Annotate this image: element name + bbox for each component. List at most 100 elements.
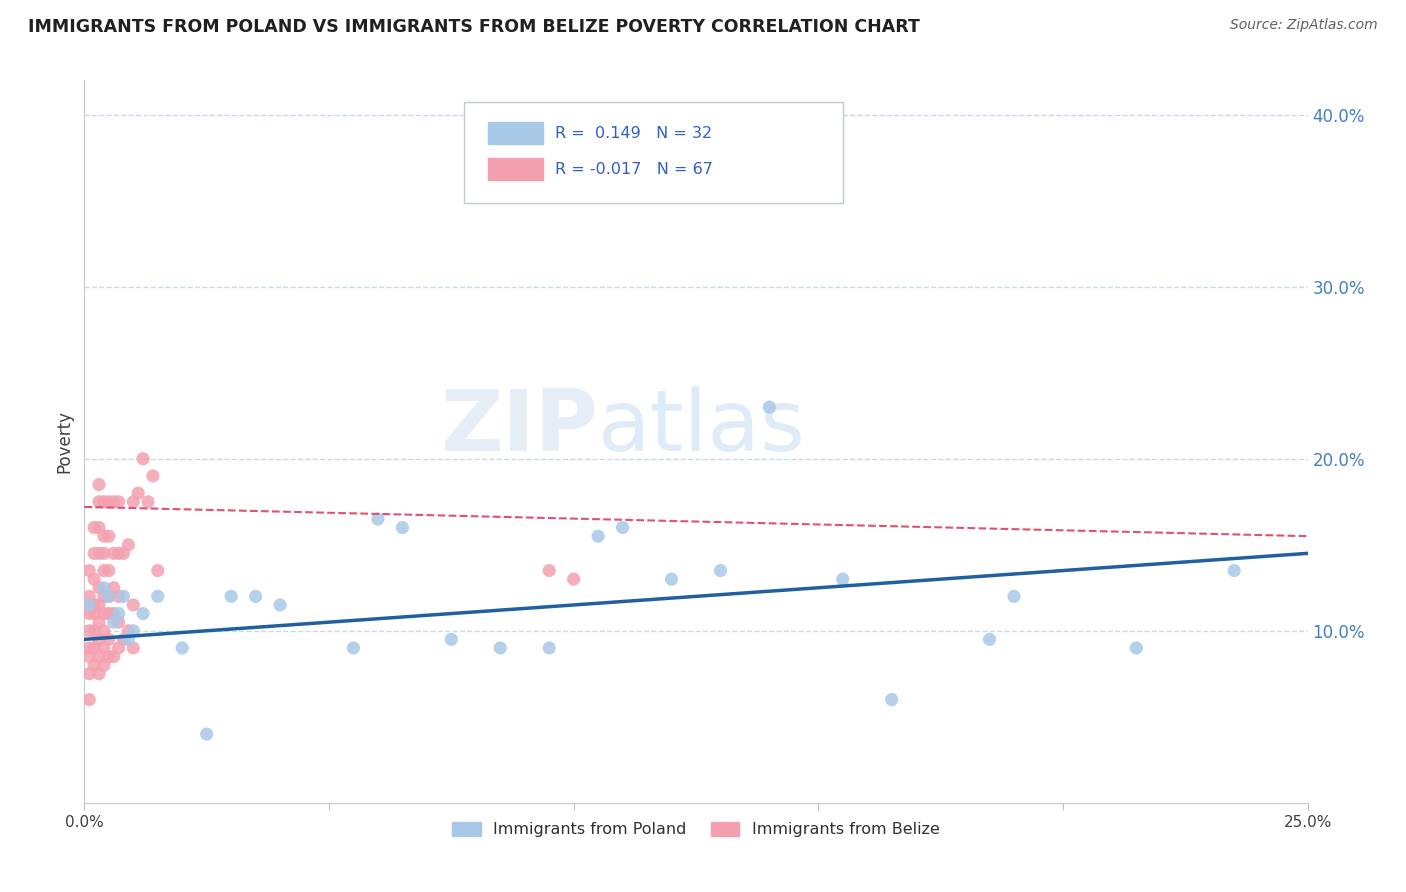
Point xyxy=(83,624,105,638)
Point xyxy=(1223,564,1246,578)
Point xyxy=(122,640,145,655)
Point xyxy=(93,607,115,621)
Point xyxy=(122,598,145,612)
Point xyxy=(103,615,125,630)
Point xyxy=(97,529,120,543)
Point xyxy=(87,666,110,681)
Point xyxy=(93,564,115,578)
Point xyxy=(93,658,115,673)
Point xyxy=(136,494,159,508)
Point xyxy=(77,607,100,621)
Point xyxy=(107,640,129,655)
Point xyxy=(87,649,110,664)
Text: Source: ZipAtlas.com: Source: ZipAtlas.com xyxy=(1230,18,1378,32)
Point xyxy=(758,400,780,414)
Text: ZIP: ZIP xyxy=(440,385,598,468)
Point xyxy=(77,624,100,638)
Point xyxy=(77,640,100,655)
Point xyxy=(103,607,125,621)
Point xyxy=(132,451,155,466)
Point xyxy=(93,624,115,638)
Point xyxy=(97,494,120,508)
Point xyxy=(269,598,291,612)
Point xyxy=(661,572,683,586)
Point xyxy=(342,640,364,655)
Y-axis label: Poverty: Poverty xyxy=(55,410,73,473)
Point xyxy=(146,564,169,578)
Point xyxy=(97,649,120,664)
Point xyxy=(97,590,120,604)
Point xyxy=(77,590,100,604)
Point xyxy=(1002,590,1025,604)
Point xyxy=(112,632,135,647)
Point xyxy=(93,590,115,604)
Point xyxy=(87,546,110,560)
Point xyxy=(538,564,561,578)
Point xyxy=(83,607,105,621)
Point xyxy=(77,666,100,681)
Point xyxy=(142,469,165,483)
Point xyxy=(83,598,105,612)
Point xyxy=(107,615,129,630)
Point xyxy=(93,640,115,655)
Point xyxy=(880,692,903,706)
Point xyxy=(831,572,853,586)
Point xyxy=(107,590,129,604)
FancyBboxPatch shape xyxy=(488,122,543,144)
Point xyxy=(83,640,105,655)
Point xyxy=(87,520,110,534)
Point xyxy=(107,607,129,621)
Text: IMMIGRANTS FROM POLAND VS IMMIGRANTS FROM BELIZE POVERTY CORRELATION CHART: IMMIGRANTS FROM POLAND VS IMMIGRANTS FRO… xyxy=(28,18,920,36)
Point xyxy=(87,632,110,647)
Point xyxy=(146,590,169,604)
Point xyxy=(103,649,125,664)
Point xyxy=(122,624,145,638)
Point xyxy=(440,632,463,647)
Point xyxy=(103,546,125,560)
Point xyxy=(112,546,135,560)
Point xyxy=(97,632,120,647)
Text: atlas: atlas xyxy=(598,385,806,468)
Point xyxy=(77,598,100,612)
Point xyxy=(612,520,634,534)
Text: R =  0.149   N = 32: R = 0.149 N = 32 xyxy=(555,126,713,141)
Point xyxy=(391,520,413,534)
Text: R = -0.017   N = 67: R = -0.017 N = 67 xyxy=(555,161,713,177)
Point xyxy=(172,640,194,655)
Point xyxy=(107,494,129,508)
Point xyxy=(107,546,129,560)
Point xyxy=(103,581,125,595)
Point xyxy=(77,598,100,612)
Point xyxy=(83,546,105,560)
Point xyxy=(122,494,145,508)
Point xyxy=(103,494,125,508)
Point xyxy=(97,607,120,621)
Legend: Immigrants from Poland, Immigrants from Belize: Immigrants from Poland, Immigrants from … xyxy=(444,814,948,846)
Point xyxy=(93,581,115,595)
Point xyxy=(83,572,105,586)
Point xyxy=(87,598,110,612)
Point xyxy=(127,486,149,500)
Point xyxy=(117,538,139,552)
Point xyxy=(709,564,731,578)
Point xyxy=(87,494,110,508)
Point xyxy=(117,624,139,638)
Point xyxy=(97,564,120,578)
Point xyxy=(83,658,105,673)
Point xyxy=(367,512,389,526)
Point xyxy=(97,590,120,604)
Point xyxy=(93,529,115,543)
FancyBboxPatch shape xyxy=(464,102,842,203)
Point xyxy=(93,546,115,560)
Point xyxy=(87,581,110,595)
Point xyxy=(132,607,155,621)
Point xyxy=(562,572,585,586)
Point xyxy=(77,692,100,706)
Point xyxy=(87,615,110,630)
Point xyxy=(219,590,242,604)
Point xyxy=(77,649,100,664)
Point xyxy=(117,632,139,647)
Point xyxy=(195,727,218,741)
Point xyxy=(93,494,115,508)
Point xyxy=(1125,640,1147,655)
